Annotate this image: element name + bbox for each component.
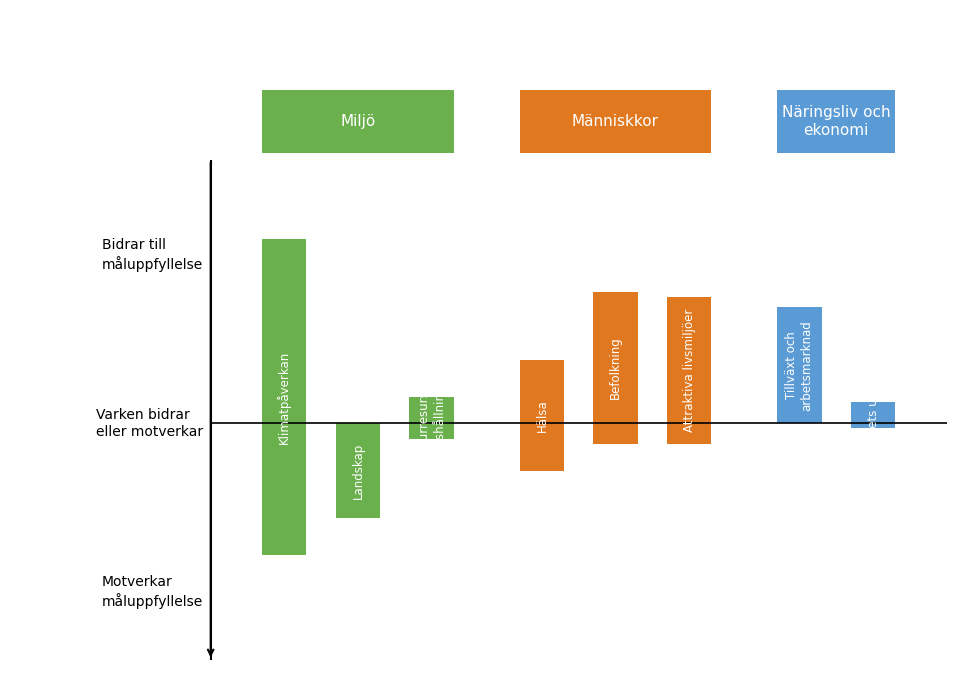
Text: Landskap: Landskap xyxy=(352,443,364,499)
Text: Hälsa: Hälsa xyxy=(535,399,549,432)
Text: Klimatpåverkan: Klimatpåverkan xyxy=(277,350,292,443)
Bar xyxy=(778,307,821,423)
Text: Tillväxt och
arbetsmarknad: Tillväxt och arbetsmarknad xyxy=(785,320,813,411)
Bar xyxy=(410,397,454,439)
Text: Naturresurser
hushållning: Naturresurser hushållning xyxy=(417,377,446,459)
Text: Bidrar till
måluppfyllelse: Bidrar till måluppfyllelse xyxy=(102,238,203,272)
Bar xyxy=(667,297,711,444)
Bar xyxy=(520,360,564,471)
Text: Näringsliv och
ekonomi: Näringsliv och ekonomi xyxy=(781,105,891,138)
Text: Näringslivets utveckling: Näringslivets utveckling xyxy=(867,344,880,486)
Text: Miljö: Miljö xyxy=(340,114,376,129)
Bar xyxy=(593,291,638,444)
Text: Varken bidrar
eller motverkar: Varken bidrar eller motverkar xyxy=(97,407,203,439)
Text: Motverkar
måluppfyllelse: Motverkar måluppfyllelse xyxy=(102,575,203,609)
Bar xyxy=(262,239,306,555)
Bar xyxy=(336,423,380,518)
Text: Attraktiva livsmiljöer: Attraktiva livsmiljöer xyxy=(683,309,696,432)
Bar xyxy=(851,402,895,429)
Text: Människkor: Människkor xyxy=(572,114,659,129)
Text: Befolkning: Befolkning xyxy=(609,336,622,400)
